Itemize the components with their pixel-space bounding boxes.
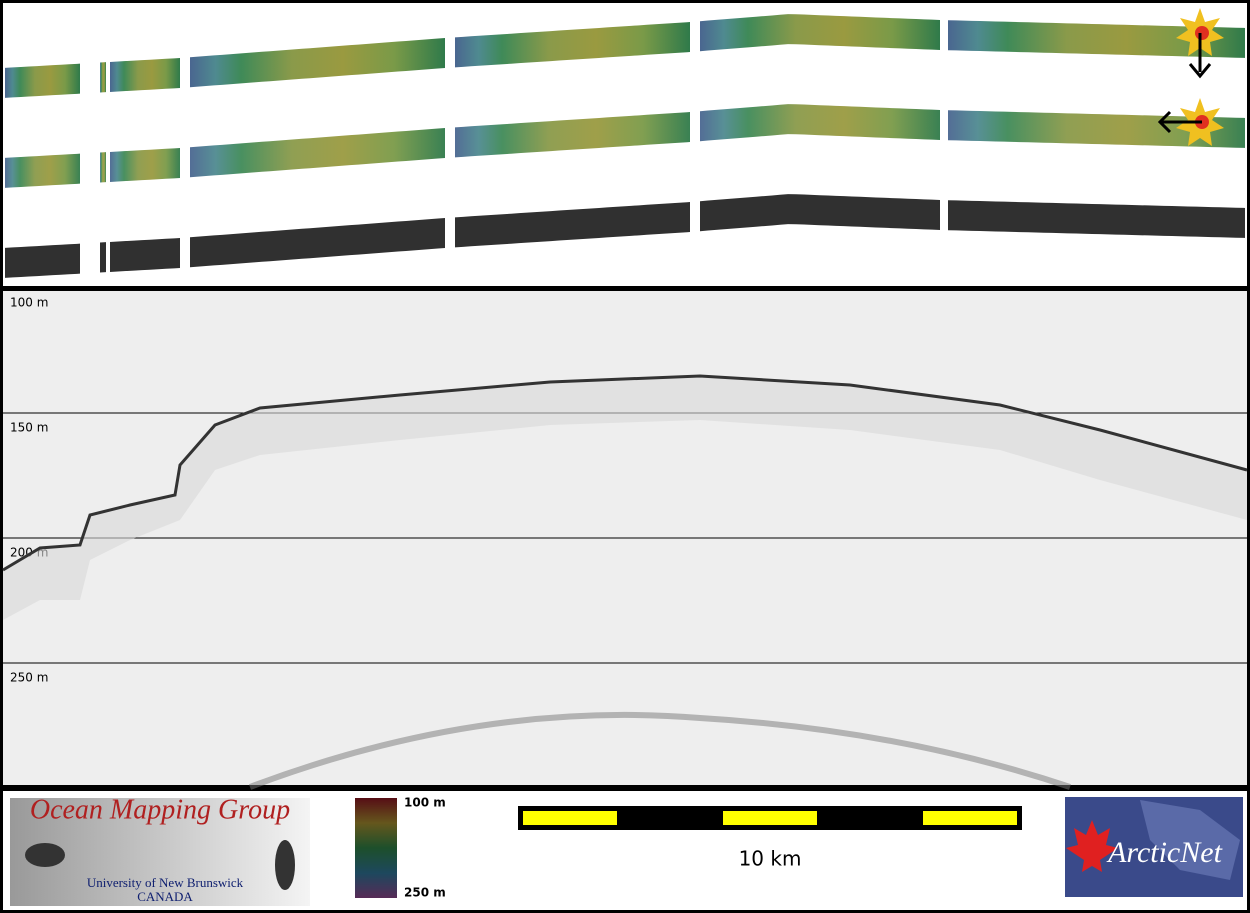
swath-segment xyxy=(455,202,690,248)
swath-strips xyxy=(5,14,1245,278)
seabed-echo xyxy=(2,374,1248,572)
seabed-backscatter xyxy=(3,376,1247,620)
sun-icon xyxy=(1157,8,1224,146)
swath-segment xyxy=(110,148,180,182)
swath-segment xyxy=(110,238,180,272)
swath-segment xyxy=(190,218,445,268)
seabed-multiple xyxy=(248,711,1071,790)
logo-name: ArcticNet xyxy=(1106,836,1223,869)
swath-segment xyxy=(100,152,106,183)
swath-segment xyxy=(5,153,80,188)
swath-segment xyxy=(455,22,690,68)
swath-segment xyxy=(700,14,940,52)
scale-label: 10 km xyxy=(739,847,802,871)
logo-country: CANADA xyxy=(137,889,193,904)
swath-segment xyxy=(700,104,940,142)
depth-label: 100 m xyxy=(10,296,48,310)
colorbar-bottom-label: 250 m xyxy=(404,886,446,900)
depth-label: 150 m xyxy=(10,421,48,435)
logo-subtitle: University of New Brunswick xyxy=(87,875,244,890)
swath-segment xyxy=(455,112,690,158)
logo-vessel xyxy=(25,843,65,867)
colorbar-top-label: 100 m xyxy=(404,796,446,810)
swath-segment xyxy=(948,200,1245,238)
logo-map xyxy=(1140,800,1240,880)
swath-segment xyxy=(190,38,445,88)
swath-segment xyxy=(700,194,940,232)
scale-segment xyxy=(723,811,817,825)
logo-vessel xyxy=(275,840,295,890)
scale-segment xyxy=(523,811,617,825)
depth-label: 250 m xyxy=(10,671,48,685)
swath-segment xyxy=(5,63,80,98)
swath-segment xyxy=(948,110,1245,148)
maple-leaf xyxy=(1066,820,1118,872)
swath-segment xyxy=(110,58,180,92)
scale-segment xyxy=(923,811,1017,825)
swath-segment xyxy=(5,243,80,278)
swath-segment xyxy=(100,242,106,273)
swath-segment xyxy=(190,128,445,178)
swath-segment xyxy=(100,62,106,93)
colorbar-shade xyxy=(355,798,397,898)
logo-title: Ocean Mapping Group xyxy=(30,794,290,825)
swath-segment xyxy=(948,20,1245,58)
